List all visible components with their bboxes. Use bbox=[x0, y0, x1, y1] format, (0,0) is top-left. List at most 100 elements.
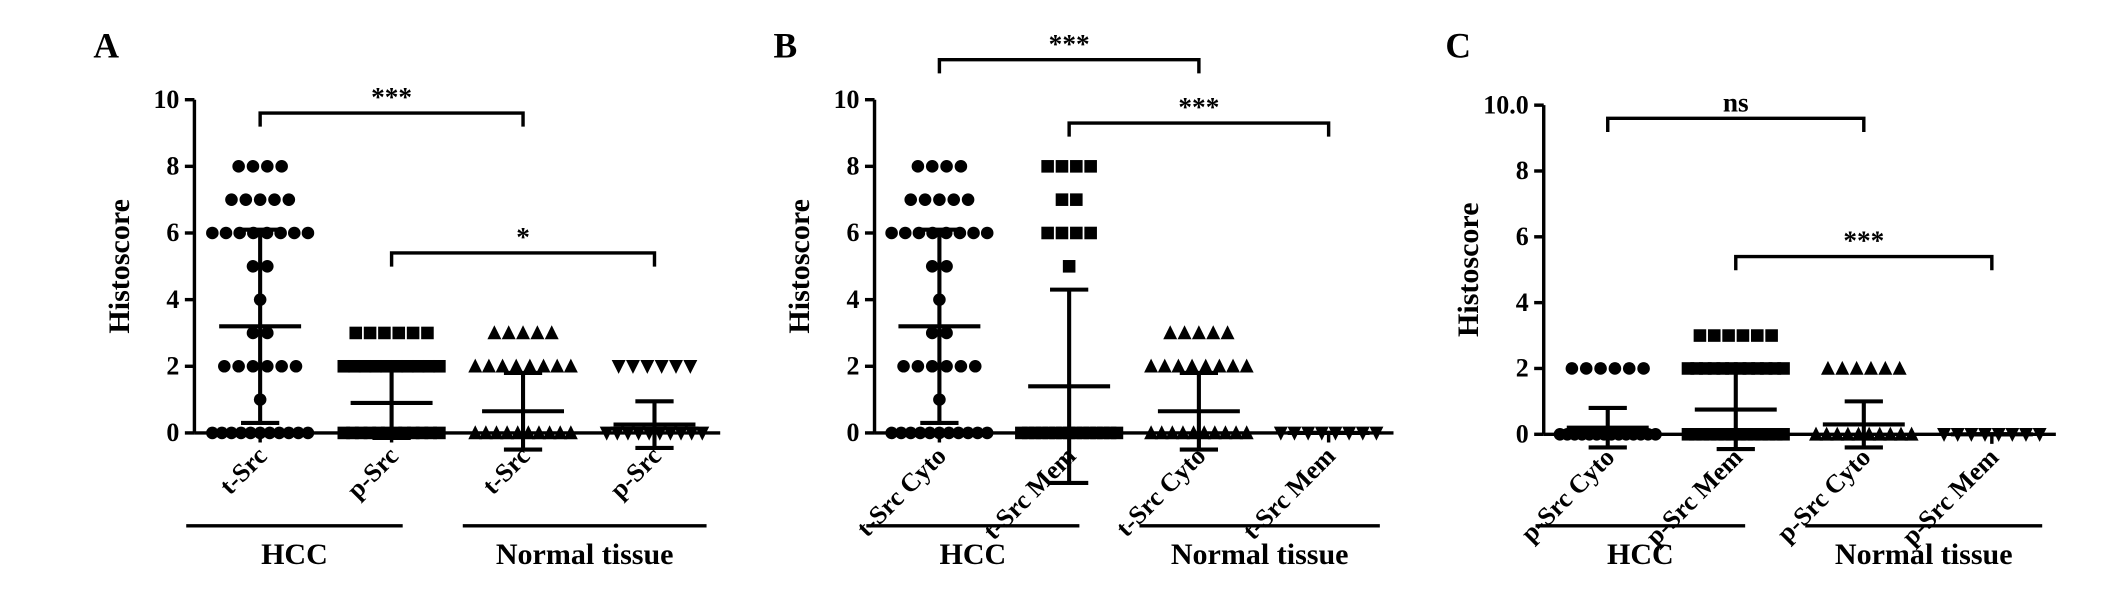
data-point bbox=[1070, 193, 1083, 206]
data-point bbox=[1185, 358, 1200, 373]
data-point bbox=[1070, 160, 1083, 173]
data-point bbox=[1206, 325, 1221, 340]
data-point bbox=[261, 160, 274, 173]
data-point bbox=[1369, 426, 1384, 441]
data-point bbox=[563, 425, 578, 440]
data-point bbox=[1608, 362, 1622, 375]
data-point bbox=[1894, 426, 1908, 441]
data-point bbox=[1765, 329, 1778, 342]
data-point bbox=[1722, 329, 1735, 342]
data-point bbox=[337, 359, 351, 373]
data-point bbox=[1707, 329, 1721, 342]
data-point bbox=[1062, 260, 1076, 273]
y-tick-label: 4 bbox=[847, 285, 860, 314]
data-point bbox=[894, 426, 908, 440]
data-point bbox=[683, 359, 698, 374]
data-point bbox=[1144, 425, 1159, 440]
data-point bbox=[206, 226, 219, 240]
significance-label: *** bbox=[1049, 29, 1090, 59]
data-point bbox=[406, 326, 420, 340]
data-point bbox=[1177, 325, 1192, 340]
data-point bbox=[1820, 360, 1835, 375]
x-tick-label: p-Src bbox=[604, 441, 667, 504]
data-point bbox=[940, 326, 953, 340]
data-point bbox=[940, 160, 953, 173]
y-tick-label: 6 bbox=[847, 218, 860, 247]
data-point bbox=[1175, 425, 1190, 440]
y-tick-label: 2 bbox=[847, 351, 860, 380]
data-point bbox=[516, 325, 531, 340]
data-point bbox=[553, 425, 568, 440]
x-tick-label: p-Src Cyto bbox=[1515, 443, 1620, 548]
data-point bbox=[918, 193, 932, 206]
significance-bracket bbox=[258, 111, 525, 127]
data-point bbox=[952, 426, 965, 440]
y-tick-label: 4 bbox=[1516, 288, 1529, 317]
data-point bbox=[246, 326, 260, 340]
data-point bbox=[1165, 425, 1180, 440]
data-point bbox=[1154, 425, 1169, 440]
data-point bbox=[1750, 329, 1764, 342]
data-point bbox=[1171, 358, 1186, 373]
y-tick-label: 10.0 bbox=[1483, 90, 1528, 119]
data-point bbox=[349, 326, 363, 340]
data-point bbox=[1226, 358, 1240, 373]
data-point bbox=[620, 426, 635, 441]
data-point bbox=[1041, 226, 1054, 240]
group-label: Normal tissue bbox=[1171, 538, 1349, 571]
data-point bbox=[509, 358, 524, 373]
data-point bbox=[363, 326, 377, 340]
data-point bbox=[268, 193, 281, 206]
data-point bbox=[1157, 358, 1172, 373]
x-tick-label: t-Src bbox=[214, 441, 273, 500]
data-point bbox=[253, 193, 267, 206]
data-point bbox=[898, 226, 912, 240]
data-point bbox=[1070, 226, 1083, 240]
significance-label: *** bbox=[1843, 226, 1884, 256]
data-point bbox=[225, 193, 238, 206]
y-tick-label: 0 bbox=[166, 418, 179, 447]
y-tick-label: 10 bbox=[834, 85, 860, 114]
data-point bbox=[272, 426, 286, 440]
data-point bbox=[411, 359, 425, 373]
data-point bbox=[911, 359, 925, 373]
y-tick-label: 8 bbox=[166, 152, 179, 181]
data-point bbox=[489, 425, 504, 440]
data-point bbox=[980, 426, 994, 440]
data-point bbox=[421, 326, 434, 340]
y-tick-label: 0 bbox=[847, 418, 860, 447]
data-point bbox=[530, 325, 545, 340]
data-point bbox=[550, 358, 565, 373]
data-point bbox=[495, 358, 510, 373]
data-point bbox=[1041, 160, 1054, 173]
data-point bbox=[468, 425, 483, 440]
data-point bbox=[1239, 358, 1254, 373]
data-point bbox=[282, 426, 296, 440]
data-point bbox=[1883, 426, 1898, 441]
data-point bbox=[563, 358, 578, 373]
x-tick-label: p-Src Mem bbox=[1640, 442, 1749, 551]
data-point bbox=[940, 359, 953, 373]
data-point bbox=[1809, 426, 1823, 441]
data-point bbox=[942, 426, 956, 440]
y-tick-label: 2 bbox=[166, 351, 179, 380]
data-point bbox=[954, 160, 968, 173]
data-point bbox=[1937, 428, 1952, 442]
data-point bbox=[218, 359, 231, 373]
significance-bracket bbox=[937, 58, 1201, 74]
data-point bbox=[301, 226, 315, 240]
data-point bbox=[1207, 425, 1222, 440]
data-point bbox=[288, 226, 301, 240]
y-tick-label: 8 bbox=[847, 152, 860, 181]
data-point bbox=[1835, 360, 1850, 375]
data-point bbox=[1565, 362, 1579, 375]
y-tick-label: 0 bbox=[1516, 419, 1529, 448]
group-label: Normal tissue bbox=[496, 538, 674, 571]
data-point bbox=[246, 260, 260, 273]
x-tick-label: p-Src Mem bbox=[1896, 442, 2005, 551]
data-point bbox=[1637, 362, 1650, 375]
x-tick-label: p-Src bbox=[341, 441, 404, 504]
panel-label: A bbox=[93, 25, 119, 65]
